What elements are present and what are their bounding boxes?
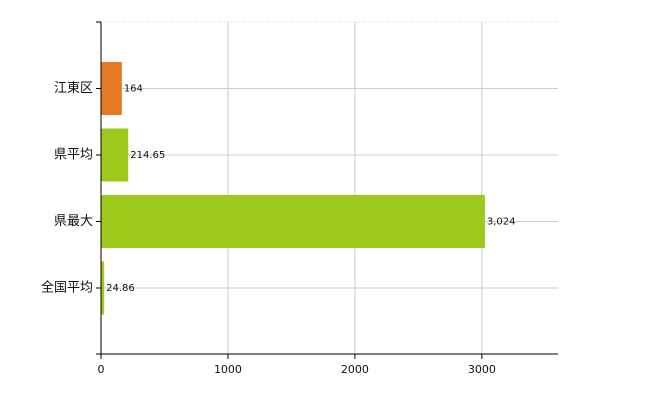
- x-tick-label: 2000: [341, 363, 369, 376]
- data-label: 164: [124, 84, 143, 95]
- axes: [96, 21, 558, 359]
- category-label: 県最大: [54, 214, 93, 229]
- x-tick-label: 3000: [468, 363, 496, 376]
- bar-1: [101, 62, 122, 115]
- x-tick-label: 1000: [214, 363, 242, 376]
- data-label: 214.65: [130, 150, 165, 161]
- category-label: 県平均: [54, 148, 93, 163]
- category-label: 全国平均: [41, 280, 93, 296]
- category-label: 江東区: [54, 80, 93, 96]
- bar-2: [101, 128, 129, 182]
- data-label: 3,024: [487, 217, 516, 228]
- bar-3: [101, 195, 485, 248]
- data-label: 24.86: [106, 283, 135, 294]
- bar-4: [101, 261, 105, 315]
- bars: [101, 62, 485, 315]
- grid-lines: [101, 21, 558, 354]
- x-tick-label: 0: [98, 363, 105, 376]
